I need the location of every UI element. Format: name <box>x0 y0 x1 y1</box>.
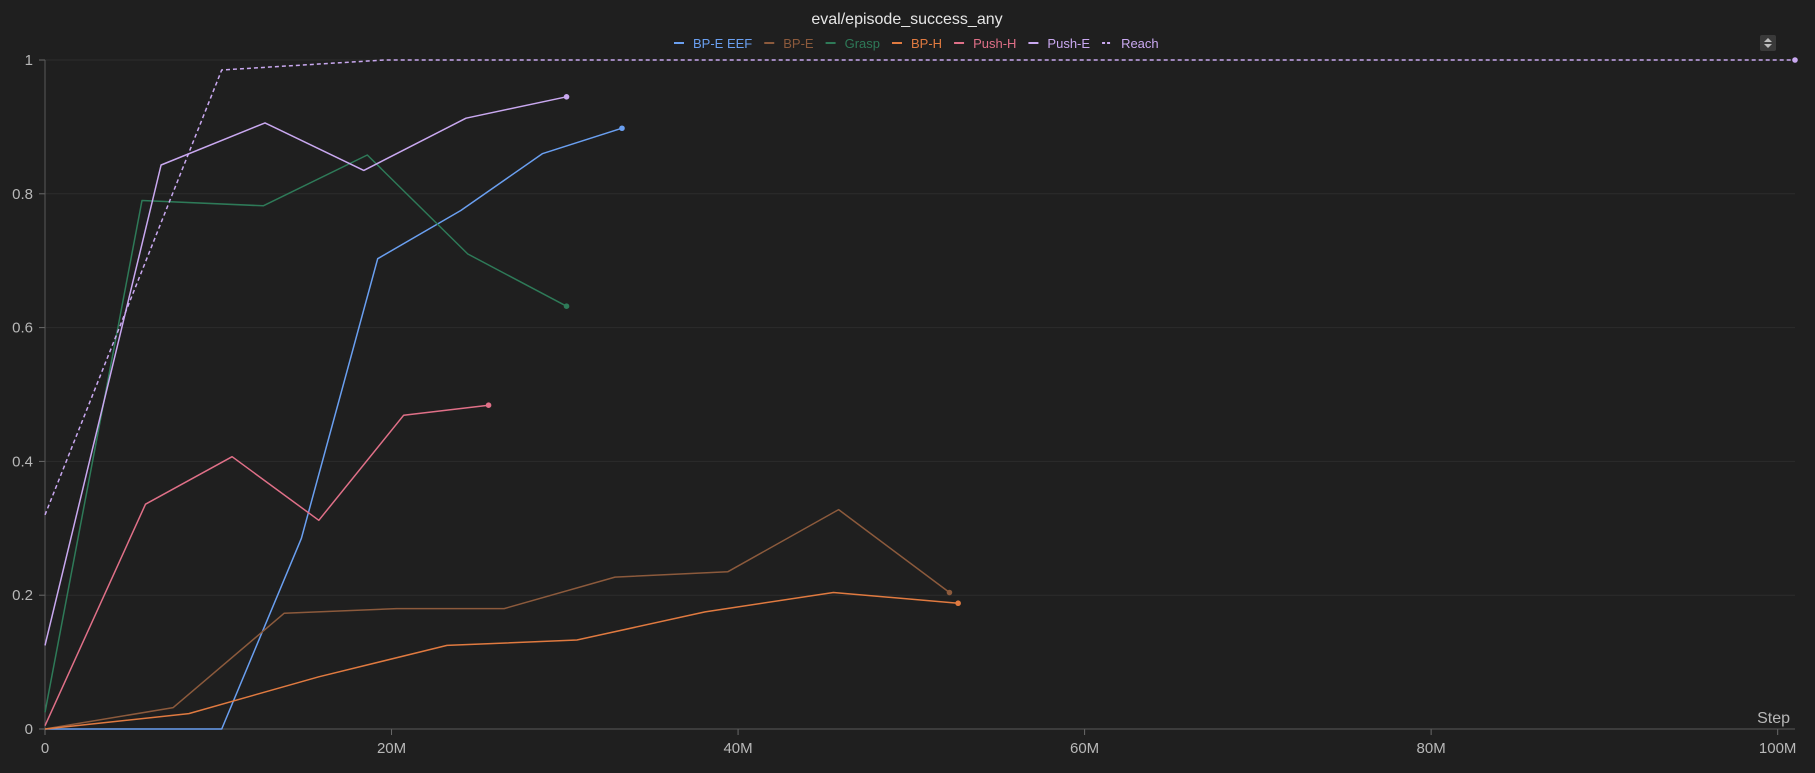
y-tick-label: 0.4 <box>12 453 33 470</box>
series-line-grasp[interactable] <box>44 154 567 713</box>
x-tick-label: 20M <box>377 740 406 757</box>
series-line-bp-e-eef[interactable] <box>45 127 623 730</box>
x-axis-label: Step <box>1757 710 1790 727</box>
series-end-point <box>563 93 570 100</box>
legend: BP-E EEF BP-E Grasp BP-H Push-H Push-E Reach <box>674 36 1159 51</box>
series-end-point <box>563 303 570 309</box>
x-tick-label: 60M <box>1070 740 1099 757</box>
y-tick-label: 0.6 <box>12 320 33 337</box>
series-end-point <box>1792 57 1798 63</box>
y-tick-label: 0 <box>25 721 33 738</box>
y-tick-label: 0.2 <box>12 587 33 604</box>
legend-item-label[interactable]: Push-H <box>973 36 1016 51</box>
series-line-push-h[interactable] <box>44 404 489 727</box>
series-end-point <box>955 600 961 607</box>
legend-item-label[interactable]: Push-E <box>1047 36 1090 51</box>
chart-title: eval/episode_success_any <box>811 11 1002 28</box>
series-end-point <box>946 589 953 596</box>
series-line-reach[interactable] <box>44 59 1795 516</box>
series-line-push-e[interactable] <box>44 96 567 646</box>
series-end-point <box>619 125 625 132</box>
x-tick-label: 100M <box>1759 740 1797 757</box>
axes: 0 0.2 0.4 0.6 0.8 1 0 20M 40M 60M 80M 100M <box>12 52 1796 757</box>
legend-scroll-button[interactable] <box>1760 35 1776 51</box>
series-lines <box>44 57 1798 730</box>
legend-item-label[interactable]: Grasp <box>845 36 880 51</box>
x-tick-label: 40M <box>723 740 752 757</box>
series-line-bp-e[interactable] <box>44 508 950 730</box>
series-line-bp-h[interactable] <box>44 591 959 730</box>
legend-item-label[interactable]: BP-E EEF <box>693 36 752 51</box>
chevron-up-down-icon <box>1764 38 1772 48</box>
x-tick-label: 80M <box>1417 740 1446 757</box>
y-tick-label: 0.8 <box>12 186 33 203</box>
y-tick-label: 1 <box>25 52 33 69</box>
legend-item-label[interactable]: BP-E <box>783 36 814 51</box>
legend-item-label[interactable]: Reach <box>1121 36 1159 51</box>
legend-item-label[interactable]: BP-H <box>911 36 942 51</box>
x-tick-label: 0 <box>41 740 49 757</box>
series-end-point <box>485 402 492 409</box>
